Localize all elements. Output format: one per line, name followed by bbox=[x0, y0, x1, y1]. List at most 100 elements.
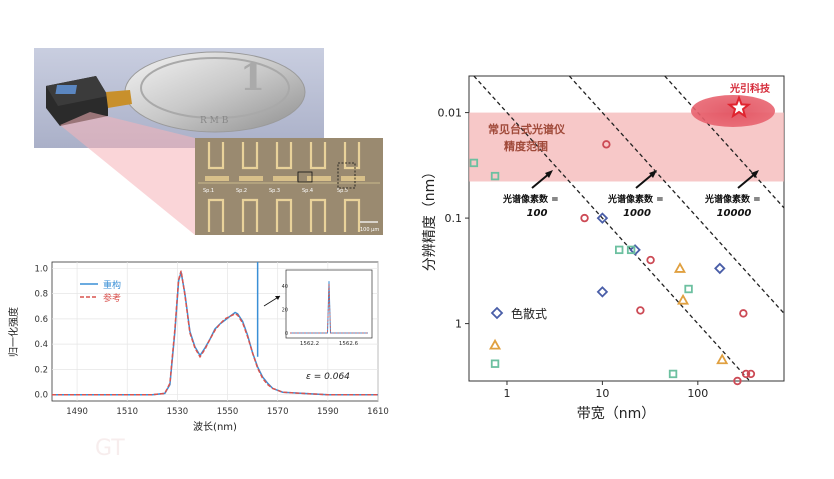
spectrum-x-tick-label: 1610 bbox=[367, 407, 389, 417]
inset-peak-ref bbox=[290, 283, 368, 334]
marker-circle bbox=[741, 369, 751, 379]
x-tick-label: 100 bbox=[687, 387, 708, 400]
spectrum-panel: 1490 1510 1530 1550 1570 1590 1610 0.00.20.40.… bbox=[7, 261, 389, 433]
spectrum-x-tick-label: 1490 bbox=[66, 407, 88, 417]
error-annotation: ε = 0.064 bbox=[306, 372, 350, 382]
region-label-line2: 精度范围 bbox=[504, 139, 548, 153]
chip-label-5: Sp.5 bbox=[337, 188, 348, 194]
marker-triangle bbox=[716, 353, 729, 365]
spectrum-x-label: 波长(nm) bbox=[193, 420, 237, 433]
resolution-y-ticks: 0.01 0.1 1 bbox=[438, 107, 469, 331]
chip-label-1: Sp.1 bbox=[203, 188, 214, 194]
marker-square bbox=[668, 369, 678, 379]
inset-content: 0 20 40 1562.2 1562.6 bbox=[282, 281, 368, 347]
chip-resonator bbox=[239, 176, 263, 181]
spectrum-y-tick-label: 0.6 bbox=[34, 315, 48, 325]
spectrum-x-tick-label: 1590 bbox=[317, 407, 339, 417]
marker-triangle bbox=[489, 338, 502, 350]
marker-square bbox=[626, 245, 636, 255]
inset-y-tick-label: 40 bbox=[282, 284, 288, 290]
chip-window bbox=[55, 85, 78, 94]
zoom-box-small bbox=[297, 171, 313, 183]
chip-electrode bbox=[207, 198, 225, 232]
spectrum-y-tick-label: 1.0 bbox=[34, 264, 48, 274]
guide-arrows bbox=[531, 170, 759, 189]
chip-electrode bbox=[343, 142, 361, 170]
marker-circle bbox=[733, 376, 742, 386]
spectrum-y-ticks: 0.0 0.2 0.4 0.6 0.8 1.0 bbox=[34, 264, 48, 400]
guide-value-3: 10000 bbox=[717, 208, 752, 219]
marker-circle bbox=[746, 369, 756, 379]
chip-label-2: Sp.2 bbox=[236, 188, 247, 194]
chip-resonator bbox=[273, 176, 297, 181]
watermarks: GT bbox=[95, 436, 125, 461]
y-tick-label: 0.1 bbox=[445, 212, 463, 225]
guide-line-2 bbox=[568, 75, 785, 314]
spectrum-x-ticks: 1490 1510 1530 1550 1570 1590 1610 bbox=[66, 407, 389, 417]
guide-lines bbox=[473, 75, 785, 382]
guide-line-3 bbox=[664, 75, 785, 209]
marker-diamond bbox=[596, 212, 609, 224]
y-tick-label: 1 bbox=[455, 318, 462, 331]
resolution-y-label: 分辨精度（nm） bbox=[422, 165, 438, 272]
x-tick-label: 1 bbox=[503, 387, 510, 400]
marker-square bbox=[469, 158, 479, 168]
resolution-panel: 1 10 100 0.010.11 带宽（nm） 分辨精度（nm） 常见台式光谱仪 … bbox=[422, 75, 785, 422]
chip-electrode bbox=[207, 142, 225, 170]
brand-label: 光引科技 bbox=[729, 82, 771, 95]
marker-square bbox=[490, 359, 500, 368]
marker-diamond bbox=[629, 244, 641, 256]
chip-label-4: Sp.4 bbox=[302, 188, 313, 194]
resolution-x-label: 带宽（nm） bbox=[577, 405, 656, 422]
chip-label-3: Sp.3 bbox=[269, 188, 280, 194]
y-tick-label: 0.01 bbox=[438, 107, 463, 120]
guide-label-1: 光谱像素数 = bbox=[502, 193, 559, 205]
marker-circle bbox=[602, 140, 611, 149]
spectrum-x-tick-label: 1550 bbox=[217, 407, 239, 417]
spectrum-y-tick-label: 0.4 bbox=[34, 340, 48, 350]
brand-ellipse bbox=[691, 95, 775, 127]
marker-diamond bbox=[596, 286, 609, 298]
chip-electrode bbox=[309, 198, 327, 232]
inset-frame bbox=[285, 269, 373, 339]
guide-line-1 bbox=[473, 75, 751, 382]
scatter-markers bbox=[469, 140, 756, 386]
chip-micrograph: Sp.1 Sp.2 Sp.3 Sp.4 Sp.5 100 μm bbox=[195, 138, 383, 235]
coin-rim bbox=[140, 57, 290, 119]
chip-electrode bbox=[309, 142, 327, 170]
marker-triangle bbox=[677, 293, 690, 305]
marker-circle bbox=[636, 306, 645, 315]
inset-x-tick-label: 1562.6 bbox=[339, 341, 359, 347]
marker-square bbox=[490, 171, 500, 181]
chip-electrode bbox=[275, 198, 293, 232]
marker-triangle bbox=[673, 262, 687, 273]
spectrum-y-label: 归一化强度 bbox=[7, 307, 20, 357]
guide-label-3: 光谱像素数 = bbox=[704, 193, 761, 205]
marker-circle bbox=[646, 255, 655, 265]
chip-resonator bbox=[307, 176, 331, 181]
legend-label-reconstruct: 重构 bbox=[103, 279, 121, 291]
spectrum-series bbox=[52, 262, 378, 396]
spectrum-y-tick-label: 0.2 bbox=[34, 365, 48, 375]
coin-text: R M B bbox=[200, 116, 229, 126]
spectrum-y-tick-label: 0.8 bbox=[34, 290, 48, 300]
zoom-box-large bbox=[337, 162, 356, 189]
chip-electrode bbox=[241, 142, 259, 170]
region-label-line1: 常见台式光谱仪 bbox=[488, 122, 566, 136]
inset-pointer-head bbox=[275, 296, 280, 300]
marker-square bbox=[684, 284, 693, 294]
scale-bar-label: 100 μm bbox=[360, 227, 379, 233]
chip-electrode bbox=[343, 198, 361, 232]
marker-square bbox=[615, 245, 624, 255]
guide-value-1: 100 bbox=[527, 208, 548, 219]
chip-resonator bbox=[205, 176, 229, 181]
spectrum-x-tick-label: 1530 bbox=[167, 407, 189, 417]
spectrum-y-tick-label: 0.0 bbox=[34, 391, 48, 401]
chip-traces bbox=[198, 142, 380, 232]
brand-star-icon bbox=[726, 94, 752, 119]
legend-label-reference: 参考 bbox=[103, 292, 121, 304]
photo-panel: 1 R M B Sp.1 Sp.2 Sp.3 Sp.4 Sp.5 100 μm bbox=[34, 48, 383, 235]
chip-resonator bbox=[341, 176, 365, 181]
resolution-legend: 色散式 bbox=[490, 306, 547, 321]
